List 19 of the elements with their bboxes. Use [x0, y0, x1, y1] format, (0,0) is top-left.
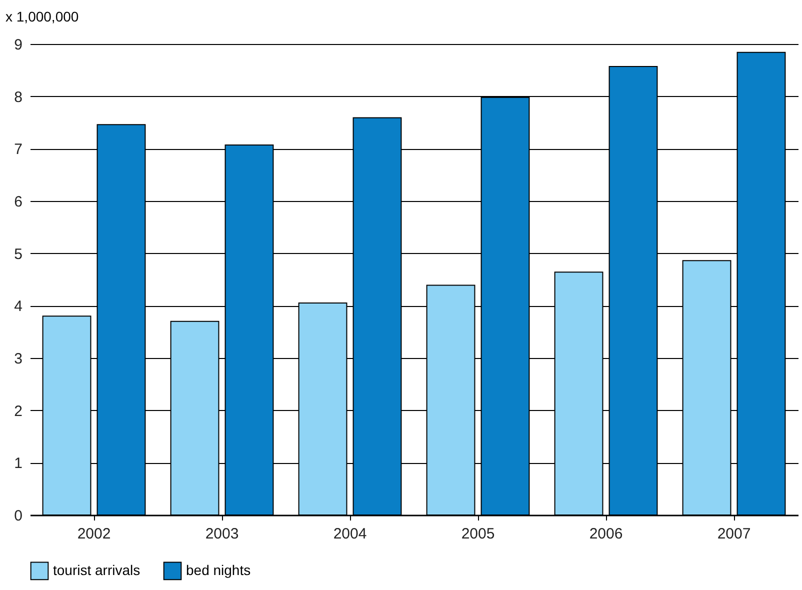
y-tick-label: 5 — [14, 246, 22, 263]
y-tick-label: 6 — [14, 194, 22, 210]
x-tick-label: 2004 — [333, 526, 367, 542]
y-tick-label: 8 — [14, 88, 22, 106]
y-tick-label: 4 — [14, 298, 22, 316]
x-tick-label: 2005 — [461, 526, 495, 542]
legend-label: bed nights — [186, 562, 251, 578]
y-tick-label: 0 — [14, 508, 22, 524]
y-tick-label: 9 — [14, 36, 22, 54]
x-tick-label: 2002 — [77, 526, 111, 542]
y-axis-title: x 1,000,000 — [6, 8, 79, 24]
y-tick-label: 2 — [14, 402, 22, 420]
x-tick-label: 2007 — [717, 526, 751, 542]
x-tick-label: 2003 — [205, 526, 239, 542]
legend-label: tourist arrivals — [53, 562, 140, 578]
y-tick-label: 3 — [14, 350, 22, 368]
y-tick-label: 7 — [14, 141, 22, 158]
y-tick-label: 1 — [14, 455, 22, 472]
x-tick-label: 2006 — [589, 526, 623, 542]
